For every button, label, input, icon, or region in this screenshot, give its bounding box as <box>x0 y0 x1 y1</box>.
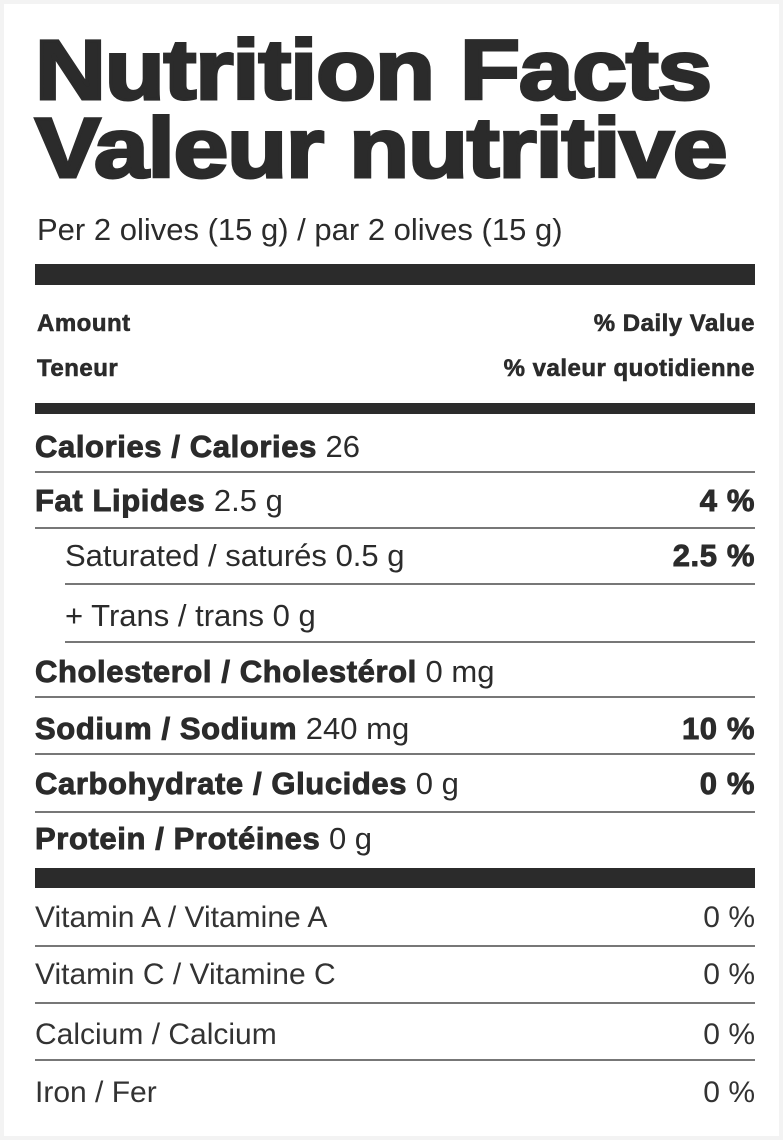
nutrient-row-trans: + Trans / trans 0 g <box>35 596 755 636</box>
vitamin-label: Iron / Fer <box>35 1076 157 1109</box>
row-divider <box>65 583 755 585</box>
vitamin-label: Calcium / Calcium <box>35 1018 277 1051</box>
nutrient-amount: 0 g <box>415 766 459 801</box>
nutrient-dv: 2.5 % <box>672 538 755 574</box>
nutrient-label: Sodium / Sodium <box>35 711 298 747</box>
vitamin-dv: 0 % <box>703 958 755 991</box>
nutrient-row-cholesterol: Cholesterol / Cholestérol 0 mg <box>35 652 755 692</box>
daily-value-header: % Daily Value <box>593 310 755 338</box>
title-english: Nutrition Facts <box>33 23 714 117</box>
nutrient-row-fat: Fat Lipides 2.5 g 4 % <box>35 481 755 521</box>
vitamin-row-calcium: Calcium / Calcium 0 % <box>35 1015 755 1055</box>
vitamin-dv: 0 % <box>703 1076 755 1109</box>
vitamin-row-c: Vitamin C / Vitamine C 0 % <box>35 955 755 995</box>
medium-divider <box>35 403 755 414</box>
row-divider <box>65 641 755 643</box>
row-divider <box>35 527 755 529</box>
thick-divider <box>35 868 755 888</box>
nutrient-amount: 0.5 g <box>335 538 405 573</box>
nutrient-label: Carbohydrate / Glucides <box>35 766 408 802</box>
row-divider <box>35 1002 755 1004</box>
nutrient-dv: 10 % <box>681 711 755 747</box>
vitamin-dv: 0 % <box>703 1018 755 1051</box>
thick-divider <box>35 264 755 285</box>
nutrient-dv: 4 % <box>699 483 755 519</box>
nutrient-row-calories: Calories / Calories 26 <box>35 427 755 467</box>
teneur-header: Teneur <box>37 355 119 383</box>
nutrient-row-carbohydrate: Carbohydrate / Glucides 0 g 0 % <box>35 764 755 804</box>
row-divider <box>35 811 755 813</box>
nutrient-amount: 240 mg <box>305 711 410 746</box>
title-french: Valeur nutritive <box>33 101 729 195</box>
vitamin-label: Vitamin A / Vitamine A <box>35 901 328 934</box>
nutrient-label: + Trans / trans <box>65 598 265 633</box>
vitamin-row-a: Vitamin A / Vitamine A 0 % <box>35 898 755 938</box>
nutrient-row-protein: Protein / Protéines 0 g <box>35 819 755 859</box>
row-divider <box>35 471 755 473</box>
vitamin-dv: 0 % <box>703 901 755 934</box>
row-divider <box>35 753 755 755</box>
nutrient-amount: 0 g <box>272 598 316 633</box>
nutrient-label: Calories / Calories <box>35 429 317 465</box>
vitamin-label: Vitamin C / Vitamine C <box>35 958 336 991</box>
nutrient-amount: 26 <box>325 429 361 464</box>
nutrient-amount: 0 g <box>328 821 373 856</box>
nutrient-label: Protein / Protéines <box>35 821 321 857</box>
nutrient-label: Saturated / saturés <box>65 538 327 573</box>
nutrient-amount: 0 mg <box>425 654 495 689</box>
nutrition-label <box>4 4 779 1136</box>
nutrient-dv: 0 % <box>699 766 755 802</box>
nutrient-row-sodium: Sodium / Sodium 240 mg 10 % <box>35 709 755 749</box>
nutrient-amount: 2.5 g <box>213 483 283 518</box>
valeur-quotidienne-header: % valeur quotidienne <box>503 355 755 383</box>
row-divider <box>35 945 755 947</box>
nutrient-row-saturated: Saturated / saturés 0.5 g 2.5 % <box>35 536 755 576</box>
serving-size: Per 2 olives (15 g) / par 2 olives (15 g… <box>37 212 563 247</box>
nutrient-label: Fat Lipides <box>35 483 206 519</box>
vitamin-row-iron: Iron / Fer 0 % <box>35 1073 755 1113</box>
nutrient-label: Cholesterol / Cholestérol <box>35 654 417 690</box>
row-divider <box>35 1059 755 1061</box>
row-divider <box>35 696 755 698</box>
amount-header: Amount <box>37 310 131 338</box>
